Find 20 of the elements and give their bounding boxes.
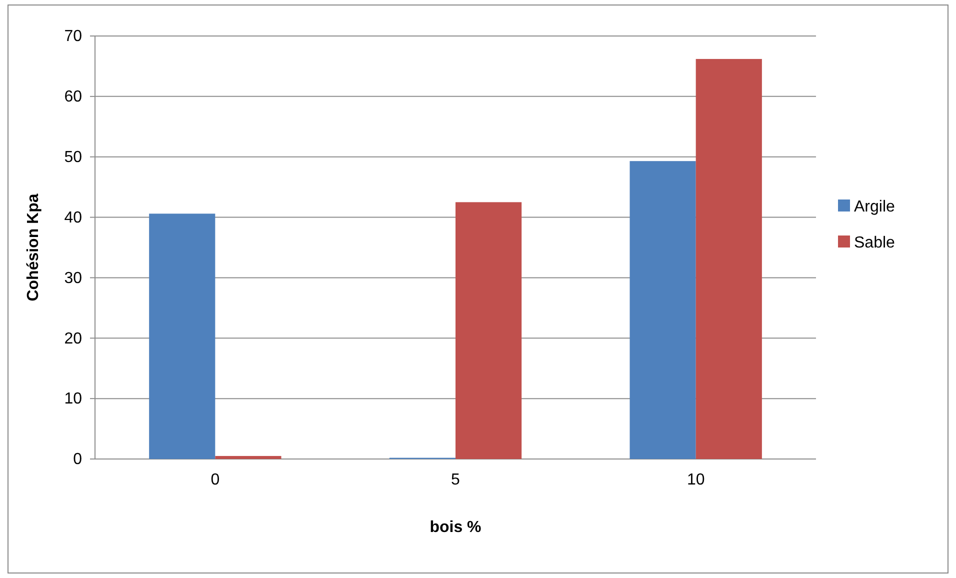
y-tick-label: 40 — [64, 209, 82, 226]
x-tick-label: 5 — [451, 471, 460, 488]
y-tick-label: 20 — [64, 330, 82, 348]
y-tick-label: 0 — [73, 451, 82, 468]
y-tick-label: 60 — [64, 88, 82, 106]
bar — [149, 214, 216, 459]
y-tick-label: 70 — [64, 28, 82, 46]
y-tick-label: 10 — [64, 390, 82, 408]
bar — [630, 161, 696, 459]
y-tick-label: 30 — [64, 270, 82, 287]
x-axis-title: bois % — [430, 519, 482, 536]
x-tick-label: 10 — [686, 471, 705, 488]
y-axis-title: Cohésion Kpa — [25, 194, 42, 302]
legend-label: Argile — [854, 198, 896, 216]
legend-label: Sable — [854, 234, 896, 252]
bar — [456, 202, 522, 459]
x-tick-label: 0 — [210, 471, 220, 488]
y-tick-label: 50 — [64, 148, 82, 166]
bar — [215, 456, 282, 459]
bar — [696, 58, 762, 459]
